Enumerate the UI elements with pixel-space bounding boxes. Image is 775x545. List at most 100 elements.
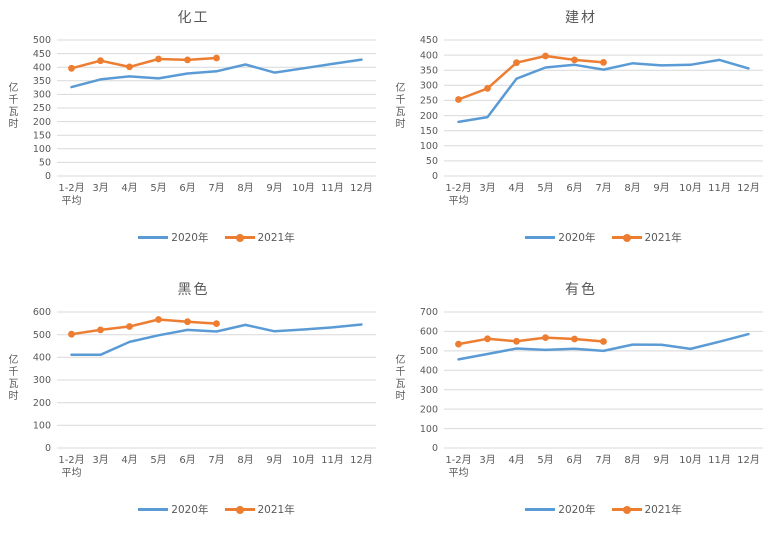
svg-text:400: 400 xyxy=(33,353,51,364)
svg-text:10月: 10月 xyxy=(679,182,702,194)
svg-text:12月: 12月 xyxy=(350,182,373,194)
svg-text:4月: 4月 xyxy=(121,454,137,466)
svg-text:4月: 4月 xyxy=(508,454,524,466)
svg-text:10月: 10月 xyxy=(679,454,702,466)
svg-text:平均: 平均 xyxy=(449,467,469,479)
chart-legend: 2020年 2021年 xyxy=(57,230,376,245)
svg-text:200: 200 xyxy=(420,111,438,122)
svg-text:11月: 11月 xyxy=(321,182,344,194)
svg-text:8月: 8月 xyxy=(237,454,253,466)
legend-label-2021: 2021年 xyxy=(644,504,682,516)
legend-label-2020: 2020年 xyxy=(558,504,596,516)
chart-title: 黑色 xyxy=(177,282,210,298)
svg-text:1-2月: 1-2月 xyxy=(58,454,84,466)
chart-title: 有色 xyxy=(565,282,597,298)
svg-text:5月: 5月 xyxy=(537,182,553,194)
svg-text:500: 500 xyxy=(33,330,51,341)
chart-panel-building-materials: 建材 亿千瓦时 0 50 100 150 200 250 300 350 400 450 1-2月平… xyxy=(387,0,775,272)
legend-item-2020: 2020年 xyxy=(525,230,596,245)
svg-text:200: 200 xyxy=(33,398,51,409)
legend-marker-dot xyxy=(235,233,244,242)
svg-text:0: 0 xyxy=(45,443,51,454)
svg-text:5月: 5月 xyxy=(150,182,166,194)
svg-text:平均: 平均 xyxy=(449,195,469,207)
legend-swatch-2020 xyxy=(138,236,169,239)
svg-text:250: 250 xyxy=(420,96,438,107)
legend-label-2021: 2021年 xyxy=(257,232,295,244)
svg-text:100: 100 xyxy=(420,141,438,152)
legend-marker-dot xyxy=(622,505,631,514)
legend-item-2021: 2021年 xyxy=(224,502,295,517)
svg-text:200: 200 xyxy=(420,404,438,415)
chart-legend: 2020年 2021年 xyxy=(444,502,763,517)
legend-swatch-2021 xyxy=(224,233,255,242)
svg-text:1-2月: 1-2月 xyxy=(58,182,84,194)
y-axis-unit-label: 亿千瓦时 xyxy=(393,354,404,402)
svg-text:7月: 7月 xyxy=(595,182,611,194)
svg-text:9月: 9月 xyxy=(266,182,282,194)
legend-swatch-2020 xyxy=(138,508,169,511)
legend-label-2020: 2020年 xyxy=(171,232,209,244)
svg-text:7月: 7月 xyxy=(208,454,224,466)
chart-panel-chemical-industry: 化工 亿千瓦时 0 50 100 150 200 250 300 350 400 450 500 1-… xyxy=(0,0,387,272)
svg-text:150: 150 xyxy=(420,126,438,137)
svg-text:10月: 10月 xyxy=(292,182,315,194)
legend-item-2020: 2020年 xyxy=(525,502,596,517)
svg-text:450: 450 xyxy=(33,49,51,60)
svg-text:6月: 6月 xyxy=(179,182,195,194)
legend-item-2020: 2020年 xyxy=(138,502,209,517)
legend-item-2021: 2021年 xyxy=(224,230,295,245)
svg-text:450: 450 xyxy=(420,35,438,46)
svg-text:350: 350 xyxy=(33,76,51,87)
svg-text:3月: 3月 xyxy=(92,454,108,466)
svg-text:0: 0 xyxy=(432,171,438,182)
svg-text:600: 600 xyxy=(33,307,51,318)
chart-panel-nonferrous-metals: 有色 亿千瓦时 0 100 200 300 400 500 600 700 1-2月 平均 3月 4月… xyxy=(387,272,775,545)
svg-text:100: 100 xyxy=(33,144,51,155)
svg-text:10月: 10月 xyxy=(292,454,315,466)
svg-text:600: 600 xyxy=(420,327,438,338)
svg-text:500: 500 xyxy=(420,346,438,357)
svg-text:250: 250 xyxy=(33,103,51,114)
y-axis-unit-label: 亿千瓦时 xyxy=(393,82,404,130)
svg-text:300: 300 xyxy=(33,375,51,386)
svg-text:350: 350 xyxy=(420,65,438,76)
chart-title: 建材 xyxy=(565,10,597,26)
svg-text:8月: 8月 xyxy=(237,182,253,194)
svg-text:400: 400 xyxy=(420,366,438,377)
svg-text:400: 400 xyxy=(420,50,438,61)
svg-text:5月: 5月 xyxy=(150,454,166,466)
legend-label-2021: 2021年 xyxy=(257,504,295,516)
chart-title: 化工 xyxy=(177,10,210,26)
chart-legend: 2020年 2021年 xyxy=(444,230,763,245)
legend-item-2020: 2020年 xyxy=(138,230,209,245)
y-axis-unit-label: 亿千瓦时 xyxy=(6,82,17,130)
svg-text:300: 300 xyxy=(420,385,438,396)
svg-text:4月: 4月 xyxy=(121,182,137,194)
legend-swatch-2020 xyxy=(525,236,556,239)
svg-text:6月: 6月 xyxy=(179,454,195,466)
svg-text:700: 700 xyxy=(420,307,438,318)
svg-text:3月: 3月 xyxy=(92,182,108,194)
svg-text:0: 0 xyxy=(432,443,438,454)
chart-legend: 2020年 2021年 xyxy=(57,502,376,517)
legend-label-2020: 2020年 xyxy=(558,232,596,244)
svg-text:11月: 11月 xyxy=(708,182,731,194)
svg-text:6月: 6月 xyxy=(566,182,582,194)
svg-text:12月: 12月 xyxy=(737,454,760,466)
legend-swatch-2021 xyxy=(611,233,642,242)
svg-text:11月: 11月 xyxy=(321,454,344,466)
svg-text:1-2月: 1-2月 xyxy=(445,454,471,466)
svg-text:150: 150 xyxy=(33,130,51,141)
svg-text:3月: 3月 xyxy=(479,454,495,466)
legend-marker-dot xyxy=(622,233,631,242)
legend-swatch-2021 xyxy=(611,505,642,514)
svg-text:9月: 9月 xyxy=(653,182,669,194)
svg-text:1-2月: 1-2月 xyxy=(445,182,471,194)
svg-text:400: 400 xyxy=(33,62,51,73)
legend-item-2021: 2021年 xyxy=(611,230,682,245)
